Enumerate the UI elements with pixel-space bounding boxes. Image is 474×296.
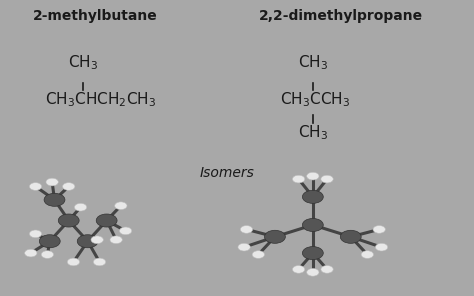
Text: CH$_3$: CH$_3$	[298, 53, 328, 72]
Circle shape	[307, 268, 319, 276]
Circle shape	[302, 247, 323, 260]
Text: 2,2-dimethylpropane: 2,2-dimethylpropane	[259, 9, 423, 23]
Circle shape	[292, 175, 305, 183]
Circle shape	[29, 230, 42, 238]
Circle shape	[77, 235, 98, 248]
Circle shape	[91, 236, 103, 244]
Circle shape	[340, 230, 361, 243]
Circle shape	[63, 183, 75, 190]
Circle shape	[119, 227, 132, 235]
Text: Isomers: Isomers	[200, 166, 255, 180]
Text: CH$_3$CCH$_3$: CH$_3$CCH$_3$	[280, 90, 350, 109]
Circle shape	[110, 236, 122, 244]
Circle shape	[375, 243, 388, 251]
Circle shape	[252, 251, 264, 258]
Circle shape	[93, 258, 106, 266]
Circle shape	[74, 203, 87, 211]
Circle shape	[321, 175, 333, 183]
Text: CH$_3$CHCH$_2$CH$_3$: CH$_3$CHCH$_2$CH$_3$	[45, 90, 156, 109]
Circle shape	[115, 202, 127, 210]
Circle shape	[238, 243, 250, 251]
Circle shape	[67, 258, 80, 266]
Circle shape	[41, 251, 54, 258]
Circle shape	[39, 235, 60, 248]
Circle shape	[292, 266, 305, 273]
Circle shape	[58, 214, 79, 227]
Text: CH$_3$: CH$_3$	[298, 123, 328, 141]
Circle shape	[25, 249, 37, 257]
Text: 2-methylbutane: 2-methylbutane	[32, 9, 157, 23]
Circle shape	[29, 183, 42, 190]
Circle shape	[264, 230, 285, 243]
Circle shape	[46, 178, 58, 186]
Circle shape	[373, 226, 385, 233]
Circle shape	[96, 214, 117, 227]
Text: CH$_3$: CH$_3$	[68, 53, 98, 72]
Circle shape	[302, 190, 323, 203]
Circle shape	[361, 251, 374, 258]
Circle shape	[44, 193, 65, 206]
Circle shape	[321, 266, 333, 273]
Circle shape	[240, 226, 253, 233]
Circle shape	[307, 172, 319, 180]
Circle shape	[302, 218, 323, 231]
